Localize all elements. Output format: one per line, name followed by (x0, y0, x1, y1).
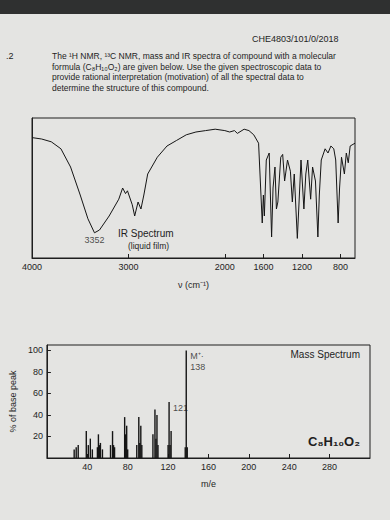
svg-text:3352: 3352 (84, 235, 104, 245)
svg-text:IR Spectrum: IR Spectrum (118, 228, 174, 239)
svg-text:121: 121 (173, 403, 188, 413)
svg-text:138: 138 (190, 362, 205, 372)
svg-text:C₈H₁₀O₂: C₈H₁₀O₂ (308, 434, 360, 449)
svg-text:80: 80 (33, 367, 43, 377)
svg-text:3000: 3000 (118, 262, 138, 272)
html-text:CHE4803/101/0/2018: CHE4803/101/0/2018 (252, 34, 339, 44)
svg-text:(liquid film): (liquid film) (128, 241, 169, 251)
svg-text:80: 80 (123, 462, 133, 472)
svg-text:60: 60 (33, 388, 43, 398)
svg-text:Mass Spectrum: Mass Spectrum (291, 349, 360, 360)
svg-text:200: 200 (241, 462, 256, 472)
svg-text:280: 280 (322, 462, 337, 472)
html-text:.2: .2 (6, 51, 14, 61)
svg-text:M⁺·: M⁺· (190, 351, 204, 361)
svg-text:2000: 2000 (215, 262, 235, 272)
svg-text:100: 100 (28, 345, 43, 355)
svg-text:120: 120 (161, 462, 176, 472)
svg-text:4000: 4000 (22, 262, 42, 272)
svg-text:ν (cm⁻¹): ν (cm⁻¹) (178, 280, 209, 290)
html-text:The ¹H NMR, ¹³C NMR, mass and: The ¹H NMR, ¹³C NMR, mass and IR spectra… (52, 51, 336, 93)
svg-text:40: 40 (33, 410, 43, 420)
svg-text:240: 240 (282, 462, 297, 472)
svg-text:20: 20 (33, 431, 43, 441)
svg-text:1600: 1600 (253, 262, 273, 272)
svg-text:m/e: m/e (201, 479, 216, 489)
svg-text:% of base peak: % of base peak (8, 370, 18, 433)
svg-text:40: 40 (82, 462, 92, 472)
svg-text:800: 800 (333, 262, 348, 272)
svg-text:1200: 1200 (292, 262, 312, 272)
svg-text:160: 160 (201, 462, 216, 472)
